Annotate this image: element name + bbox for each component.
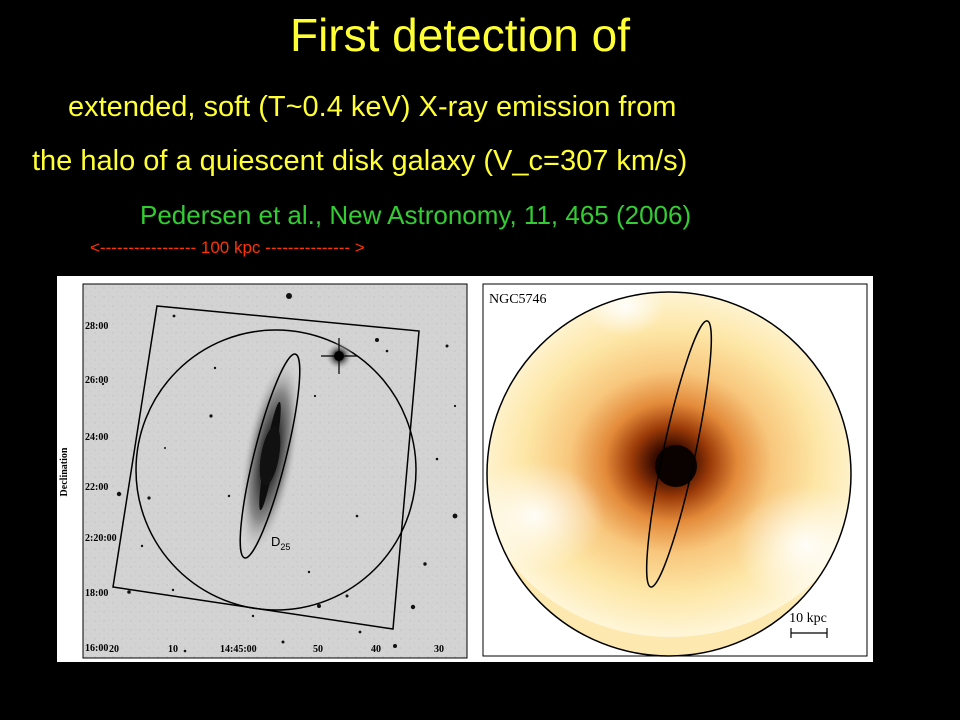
ra-tick-label: 40 (371, 644, 381, 655)
galaxy-ngc5746 (239, 357, 301, 555)
slide-subtitle-line-1: extended, soft (T~0.4 keV) X-ray emissio… (68, 91, 677, 123)
ra-tick-label: 20 (109, 644, 119, 655)
dec-tick-label: 24:00 (85, 432, 108, 443)
xray-emission-map (487, 292, 851, 656)
d25-ellipse (645, 320, 713, 588)
optical-image-panel: D25 (59, 283, 468, 659)
dec-tick-label: 18:00 (85, 588, 108, 599)
d25-label: D25 (271, 534, 290, 552)
ra-tick-label: 10 (168, 644, 178, 655)
dec-tick-label: 26:00 (85, 375, 108, 386)
scale-bar-label: 10 kpc (789, 611, 827, 626)
background-stars (101, 293, 458, 653)
bright-star (321, 338, 357, 374)
dec-tick-label: 22:00 (85, 482, 108, 493)
dec-tick-label: 16:00 (85, 643, 108, 654)
ra-tick-label: 50 (313, 644, 323, 655)
dec-tick-label: 2:20:00 (85, 533, 117, 544)
d25-ellipse (239, 353, 301, 559)
scale-bar-10kpc: 10 kpc (789, 611, 828, 638)
ra-tick-label: 14:45:00 (220, 644, 257, 655)
xray-map-panel: NGC5746 10 kpc (482, 283, 868, 657)
figure-panel: D25 (57, 276, 873, 662)
extraction-circle (135, 329, 417, 611)
dec-tick-labels: 28:00 26:00 24:00 22:00 2:20:00 18:00 16… (85, 321, 117, 654)
extraction-circle (486, 291, 852, 657)
scale-bar-100kpc: <----------------- 100 kpc -------------… (90, 238, 365, 257)
slide-subtitle-line-2: the halo of a quiescent disk galaxy (V_c… (32, 145, 688, 177)
citation: Pedersen et al., New Astronomy, 11, 465 … (140, 200, 692, 230)
slide-title: First detection of (289, 9, 631, 61)
y-axis-label: Declination (59, 447, 70, 496)
core-emission (655, 445, 697, 487)
object-name-label: NGC5746 (489, 292, 547, 307)
dec-tick-label: 28:00 (85, 321, 108, 332)
ra-tick-labels: 20 10 14:45:00 50 40 30 (109, 644, 444, 655)
ra-tick-label: 30 (434, 644, 444, 655)
field-of-view-square (112, 305, 420, 630)
